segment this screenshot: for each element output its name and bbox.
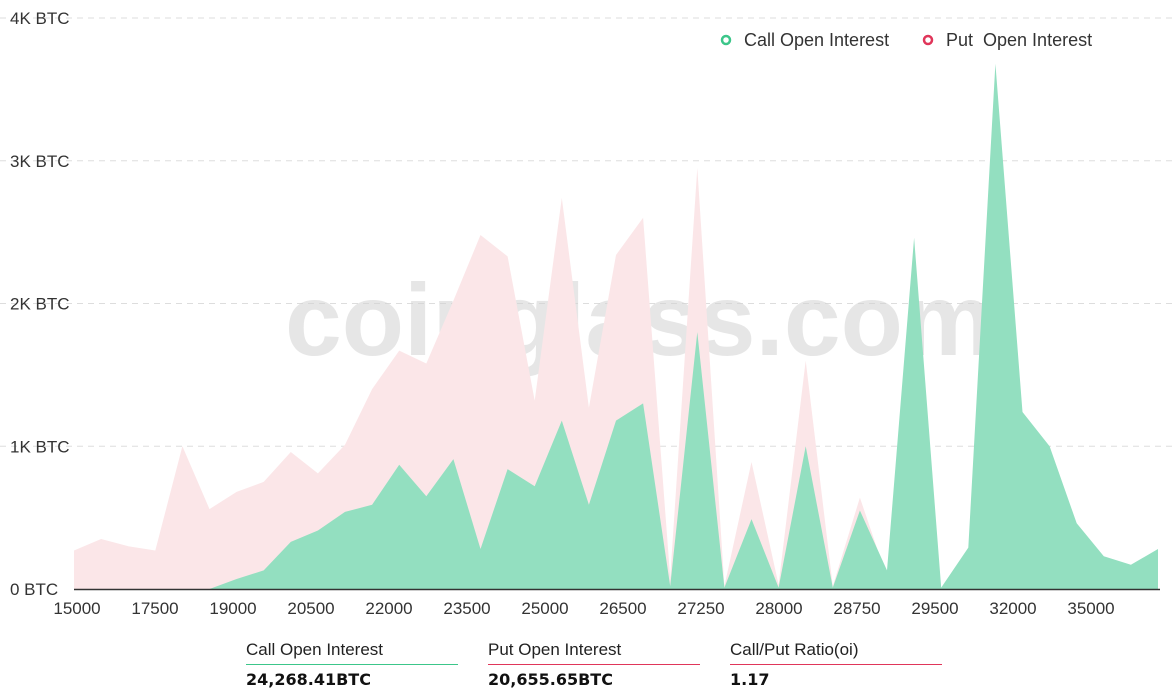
call-oi-underline bbox=[246, 664, 458, 665]
legend-put-label: Put Open Interest bbox=[946, 30, 1092, 50]
legend-put[interactable]: Put Open Interest bbox=[922, 30, 1092, 50]
x-tick-label: 23500 bbox=[443, 599, 490, 618]
call-oi-label: Call Open Interest bbox=[246, 640, 384, 659]
summary-stats: Call Open Interest 24,268.41BTC Put Open… bbox=[246, 640, 942, 689]
legend-call-label: Call Open Interest bbox=[744, 30, 889, 50]
x-tick-label: 35000 bbox=[1067, 599, 1114, 618]
x-tick-label: 28000 bbox=[755, 599, 802, 618]
y-tick-label: 3K BTC bbox=[10, 152, 70, 171]
y-tick-label: 0 BTC bbox=[10, 580, 58, 599]
legend-call-marker bbox=[720, 34, 732, 46]
put-oi-area bbox=[74, 167, 1158, 589]
call-oi-area bbox=[74, 63, 1158, 589]
x-tick-label: 25000 bbox=[521, 599, 568, 618]
legend: Call Open Interest Put Open Interest bbox=[720, 30, 1092, 50]
ratio-value: 1.17 bbox=[730, 670, 770, 689]
x-tick-label: 29500 bbox=[911, 599, 958, 618]
summary-ratio: Call/Put Ratio(oi) 1.17 bbox=[730, 640, 942, 689]
y-axis: 0 BTC 1K BTC 2K BTC 3K BTC 4K BTC bbox=[10, 9, 70, 599]
x-tick-label: 20500 bbox=[287, 599, 334, 618]
y-tick-label: 1K BTC bbox=[10, 437, 70, 456]
x-tick-label: 26500 bbox=[599, 599, 646, 618]
legend-put-marker bbox=[922, 34, 934, 46]
area-series bbox=[74, 63, 1158, 589]
x-tick-label: 17500 bbox=[131, 599, 178, 618]
legend-call[interactable]: Call Open Interest bbox=[720, 30, 889, 50]
x-tick-label: 27250 bbox=[677, 599, 724, 618]
x-axis: 15000 17500 19000 20500 22000 23500 25000 26500… bbox=[53, 588, 1160, 618]
x-tick-label: 22000 bbox=[365, 599, 412, 618]
x-tick-label: 19000 bbox=[209, 599, 256, 618]
put-oi-value: 20,655.65BTC bbox=[488, 670, 613, 689]
ratio-label: Call/Put Ratio(oi) bbox=[730, 640, 859, 659]
y-tick-label: 4K BTC bbox=[10, 9, 70, 28]
ratio-underline bbox=[730, 664, 942, 665]
x-tick-label: 32000 bbox=[989, 599, 1036, 618]
y-tick-label: 2K BTC bbox=[10, 295, 70, 314]
put-oi-label: Put Open Interest bbox=[488, 640, 622, 659]
put-oi-underline bbox=[488, 664, 700, 665]
summary-put: Put Open Interest 20,655.65BTC bbox=[488, 640, 700, 689]
summary-call: Call Open Interest 24,268.41BTC bbox=[246, 640, 458, 689]
x-tick-label: 15000 bbox=[53, 599, 100, 618]
x-tick-label: 28750 bbox=[833, 599, 880, 618]
call-oi-value: 24,268.41BTC bbox=[246, 670, 371, 689]
